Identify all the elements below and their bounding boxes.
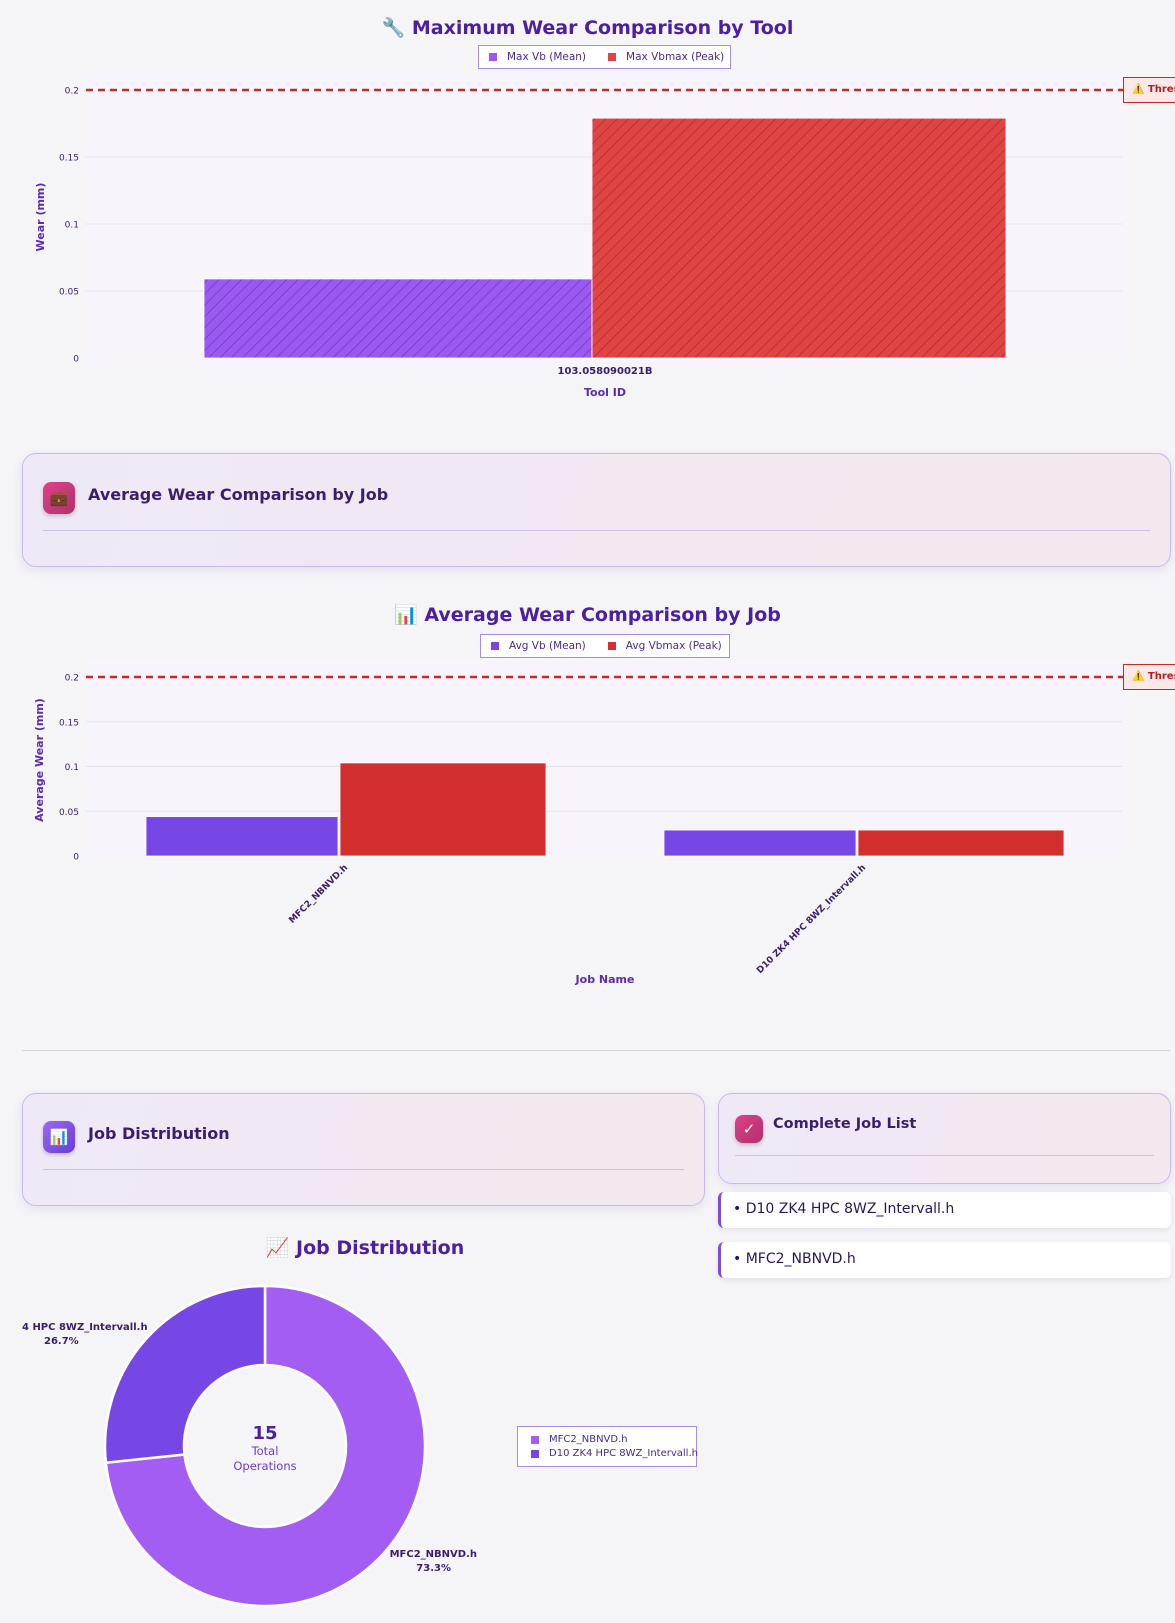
chart2-x-tick-label: MFC2_NBNVD.h	[287, 863, 350, 926]
chart2-x-tick-label: D10 ZK4 HPC 8WZ_Intervall.h	[755, 863, 868, 976]
chart2-svg: 0 0.05 0.1 0.15 0.2 Average Wear (mm) MFC2_N…	[33, 674, 1152, 986]
y-tick-label: 0.05	[59, 288, 79, 298]
chart3-title: 📈 Job Distribution	[265, 1237, 465, 1259]
legend-label: Avg Vb (Mean)	[509, 640, 586, 652]
chart1-svg: 0 0.05 0.1 0.15 0.2 Wear (mm) 103.058090021B…	[34, 87, 1152, 399]
slice-label-name: 4 HPC 8WZ_Intervall.h	[22, 1322, 148, 1333]
legend-label: Avg Vbmax (Peak)	[625, 640, 722, 652]
section-divider	[22, 1050, 1170, 1051]
y-tick-label: 0.15	[59, 154, 79, 164]
y-tick-label: 0.2	[65, 87, 79, 97]
legend-swatch	[608, 53, 617, 61]
bar	[857, 829, 1065, 857]
y-tick-label: 0.15	[59, 718, 79, 728]
chart1-legend: Max Vb (Mean) Max Vbmax (Peak)	[478, 45, 731, 69]
bar	[145, 816, 339, 857]
legend-swatch	[607, 642, 616, 650]
y-tick-label: 0.05	[59, 808, 79, 818]
donut-slice	[104, 1284, 427, 1608]
chart3-legend: MFC2_NBNVD.h D10 ZK4 HPC 8WZ_Intervall.h	[517, 1426, 698, 1467]
chart2-y-axis-label: Average Wear (mm)	[33, 698, 46, 822]
legend-swatch	[531, 1449, 539, 1458]
chart1-title: 🔧 Maximum Wear Comparison by Tool	[381, 17, 794, 39]
section-card-divider	[43, 530, 1150, 531]
legend-item-avg-vb[interactable]: Avg Vb (Mean)	[491, 640, 586, 652]
slice-label-pct: 73.3%	[416, 1563, 451, 1574]
bar	[339, 762, 547, 857]
donut-center-value: 15	[252, 1423, 277, 1444]
bar-chart-icon: 📊	[43, 1121, 75, 1153]
legend-item-max-vbmax[interactable]: Max Vbmax (Peak)	[608, 51, 724, 63]
donut-center-label: Total	[251, 1444, 279, 1458]
legend-swatch	[491, 642, 499, 650]
job-list-item[interactable]: • D10 ZK4 HPC 8WZ_Intervall.h	[718, 1192, 1171, 1228]
y-tick-label: 0	[73, 355, 79, 365]
legend-item-avg-vbmax[interactable]: Avg Vbmax (Peak)	[607, 640, 722, 652]
legend-label: D10 ZK4 HPC 8WZ_Intervall.h	[549, 1448, 698, 1459]
donut-slice	[103, 1284, 267, 1465]
legend-item-d10[interactable]: D10 ZK4 HPC 8WZ_Intervall.h	[531, 1448, 698, 1459]
y-tick-label: 0.1	[65, 221, 79, 231]
y-tick-label: 0	[73, 853, 79, 863]
chart1-x-tick-label: 103.058090021B	[558, 366, 653, 377]
donut-center-label: Operations	[233, 1459, 296, 1473]
slice-label-name: MFC2_NBNVD.h	[390, 1549, 477, 1560]
chart3-svg: 15 Total Operations MFC2_NBNVD.h 73.3% 4…	[22, 1284, 477, 1608]
chart2-title: 📊 Average Wear Comparison by Job	[394, 604, 781, 626]
chart2-x-axis-label: Job Name	[575, 973, 635, 986]
y-tick-label: 0.2	[65, 674, 79, 684]
section-card-divider	[735, 1155, 1154, 1156]
section-card-job-distribution: 📊 Job Distribution	[22, 1093, 705, 1206]
section-card-title: Average Wear Comparison by Job	[88, 485, 389, 504]
legend-item-mfc2[interactable]: MFC2_NBNVD.h	[531, 1434, 628, 1445]
bar	[591, 117, 1007, 359]
chart1-x-axis-label: Tool ID	[584, 386, 626, 399]
section-card-job-list: ✓ Complete Job List	[718, 1093, 1171, 1184]
legend-swatch	[489, 53, 497, 61]
y-tick-label: 0.1	[65, 763, 79, 773]
chart1-y-axis-label: Wear (mm)	[34, 183, 47, 252]
checkmark-icon: ✓	[735, 1115, 763, 1143]
bar	[203, 278, 593, 359]
bar	[663, 829, 857, 857]
section-card-avg-wear: 💼 Average Wear Comparison by Job	[22, 453, 1171, 567]
section-card-divider	[43, 1169, 684, 1170]
section-card-title: Complete Job List	[773, 1116, 917, 1132]
legend-label: MFC2_NBNVD.h	[549, 1434, 628, 1445]
slice-label-pct: 26.7%	[44, 1336, 79, 1347]
chart2-legend: Avg Vb (Mean) Avg Vbmax (Peak)	[480, 634, 730, 658]
job-list-item[interactable]: • MFC2_NBNVD.h	[718, 1242, 1171, 1278]
legend-label: Max Vb (Mean)	[507, 51, 587, 63]
legend-item-max-vb[interactable]: Max Vb (Mean)	[489, 51, 586, 63]
legend-swatch	[531, 1435, 539, 1444]
chart2-threshold-label: ⚠️ Thres	[1123, 664, 1175, 690]
section-card-title: Job Distribution	[88, 1124, 230, 1143]
briefcase-icon: 💼	[43, 482, 75, 514]
chart1-threshold-label: ⚠️ Thres	[1123, 77, 1175, 103]
legend-label: Max Vbmax (Peak)	[626, 51, 725, 63]
